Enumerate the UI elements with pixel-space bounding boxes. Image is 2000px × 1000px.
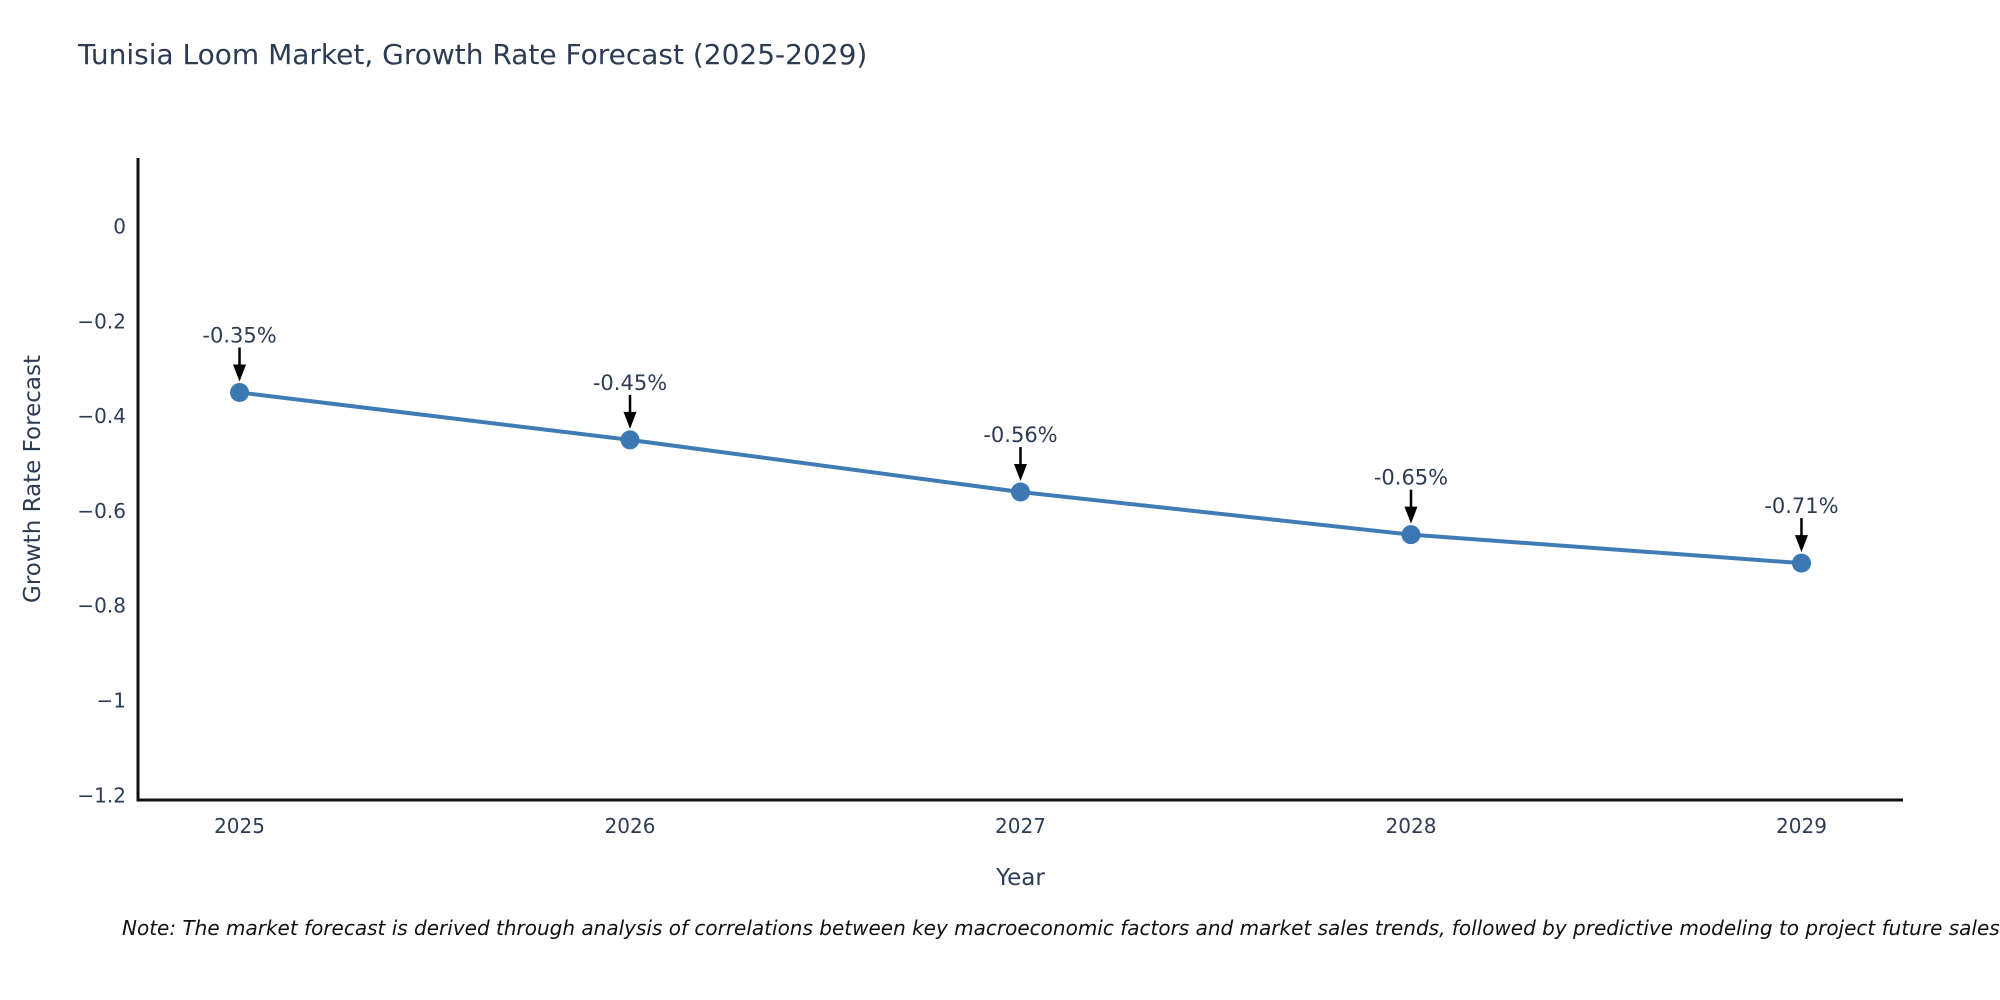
x-axis-title: Year	[995, 865, 1045, 891]
annotation-arrowhead	[233, 364, 247, 382]
y-tick-label: −1	[97, 689, 126, 713]
y-axis-title: Growth Rate Forecast	[20, 355, 46, 603]
data-point-marker	[1401, 525, 1421, 545]
data-point-annotation: -0.35%	[202, 324, 276, 348]
chart-title: Tunisia Loom Market, Growth Rate Forecas…	[78, 38, 868, 71]
x-tick-label: 2026	[605, 814, 656, 838]
annotation-arrowhead	[1794, 535, 1808, 553]
data-point-annotation: -0.71%	[1764, 494, 1838, 518]
data-point-marker	[1011, 482, 1030, 502]
data-point-marker	[620, 430, 640, 450]
y-tick-label: −0.4	[77, 404, 126, 428]
x-tick-label: 2027	[995, 814, 1046, 838]
y-tick-label: −1.2	[77, 783, 126, 807]
y-tick-label: −0.6	[77, 499, 126, 523]
data-point-annotation: -0.45%	[593, 371, 667, 395]
x-tick-label: 2028	[1386, 814, 1437, 838]
chart-note: Note: The market forecast is derived thr…	[122, 916, 2000, 940]
data-point-annotation: -0.65%	[1374, 466, 1448, 490]
y-tick-label: −0.2	[77, 309, 126, 333]
x-tick-label: 2029	[1776, 814, 1827, 838]
data-point-annotation: -0.56%	[983, 423, 1057, 447]
annotation-arrowhead	[1014, 464, 1027, 482]
y-tick-label: 0	[113, 215, 126, 239]
data-point-marker	[1791, 553, 1811, 573]
x-tick-label: 2025	[214, 814, 265, 838]
annotation-arrowhead	[1404, 506, 1418, 524]
annotation-arrowhead	[623, 411, 637, 429]
y-tick-label: −0.8	[77, 594, 126, 618]
data-point-marker	[230, 383, 250, 403]
